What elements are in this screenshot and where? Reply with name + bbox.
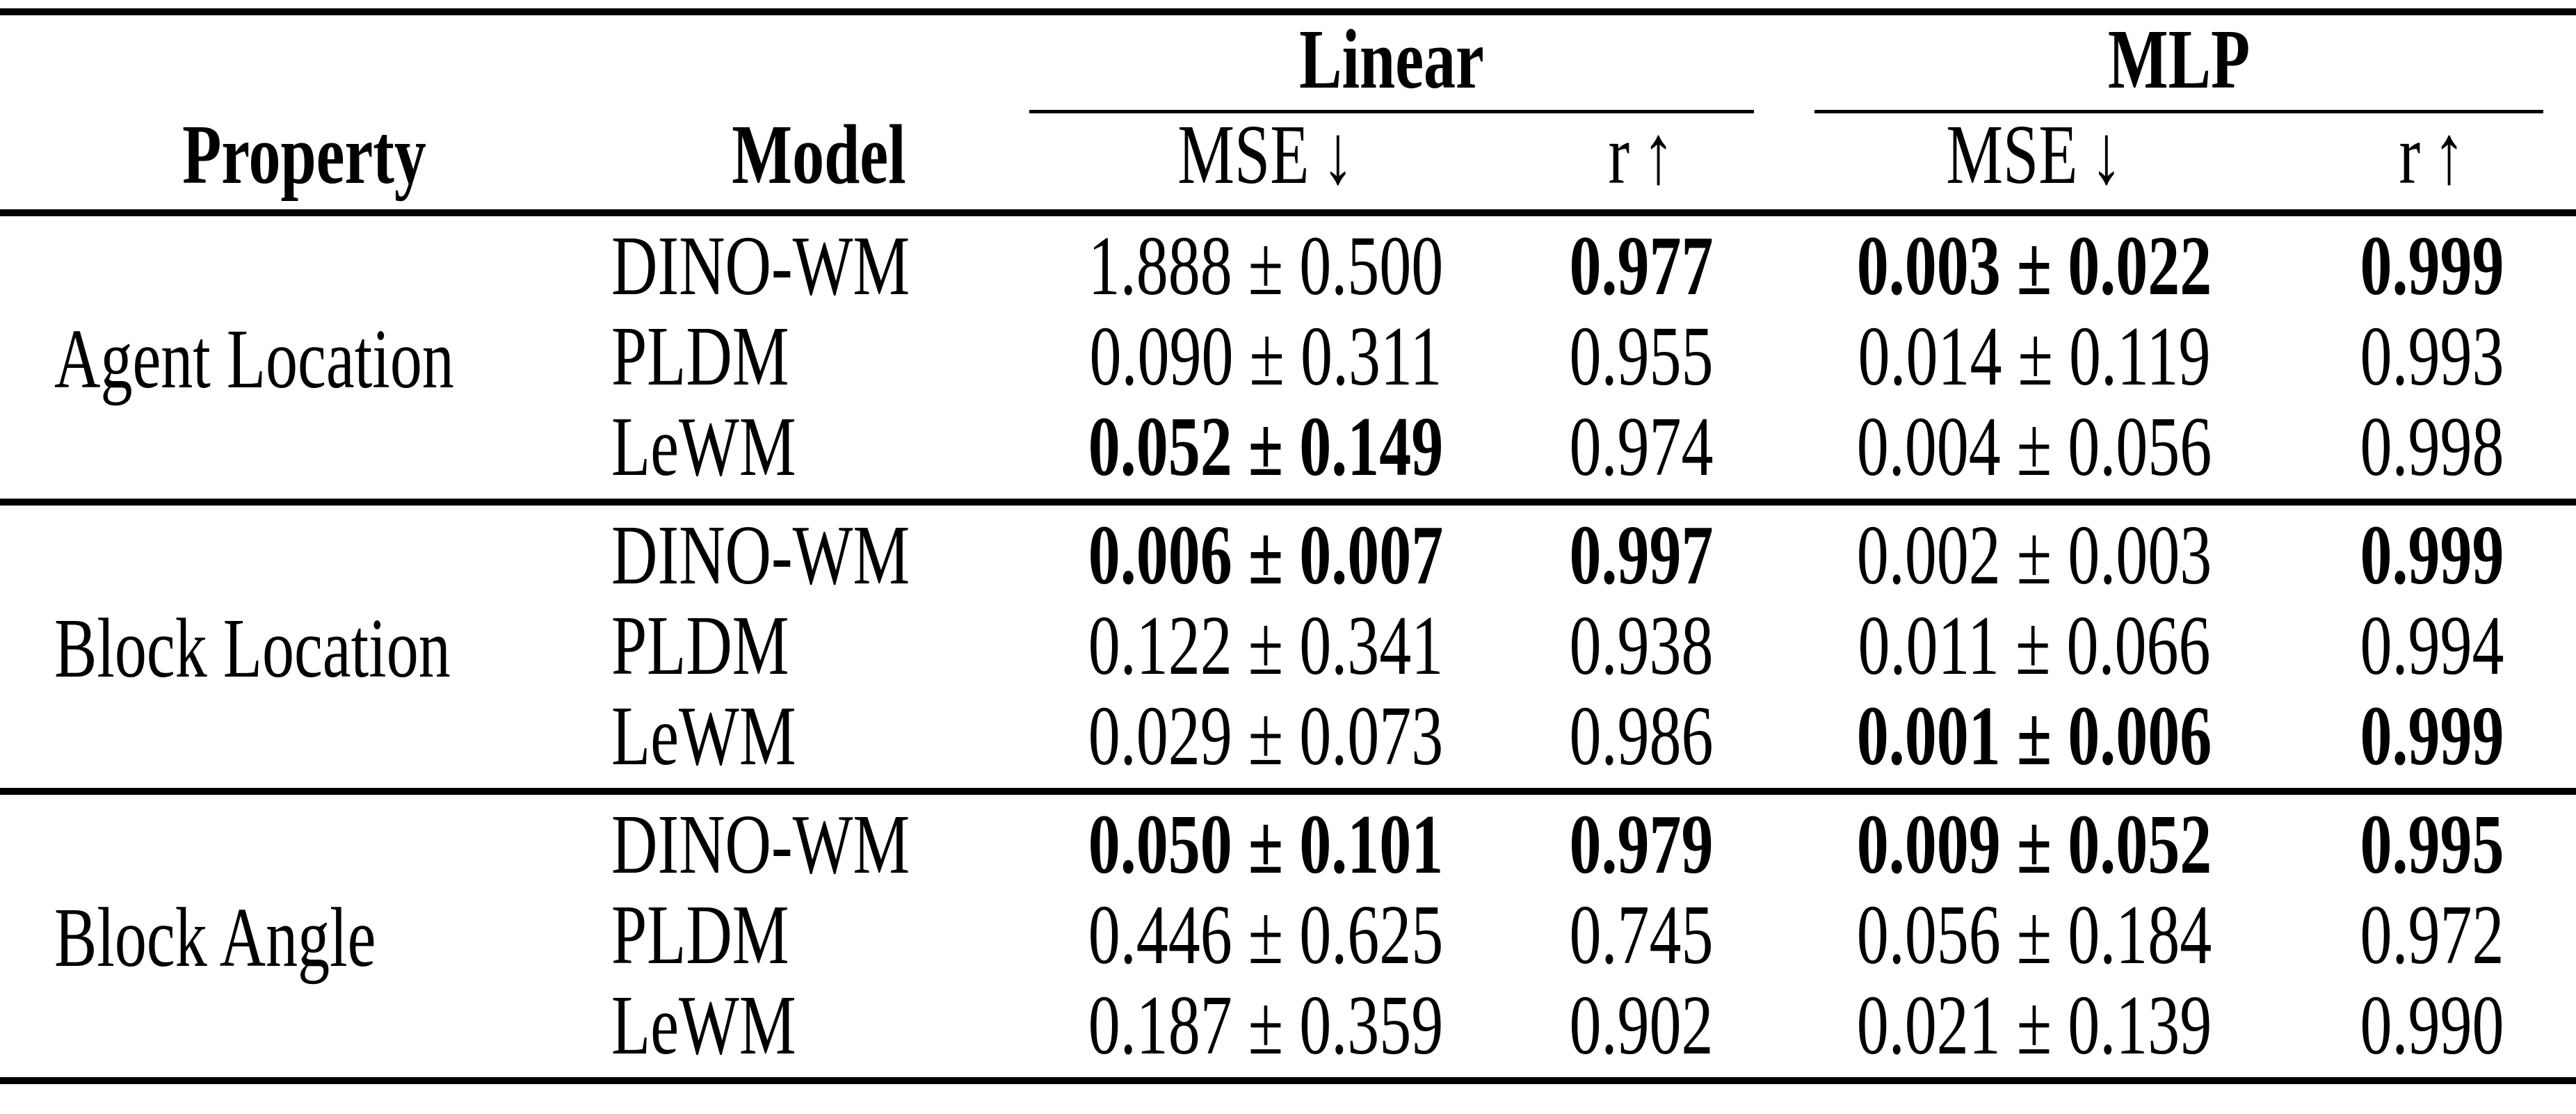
mlp-r-cell: 0.972 [2360, 887, 2504, 982]
property-cell: Block Angle [54, 890, 376, 985]
group-block-angle: Block Angle DINO-WM 0.050 ± 0.101 0.979 … [0, 791, 2576, 1081]
property-cell: Block Location [54, 601, 451, 695]
column-header-row: Property Model MSE ↓ r ↑ MSE ↓ r ↑ [0, 108, 2576, 216]
linear-group-label: Linear [1299, 12, 1484, 106]
mlp-mse-header: MSE ↓ [1780, 108, 2289, 216]
linear-r-cell: 0.979 [1569, 797, 1714, 891]
mlp-group-label: MLP [2107, 12, 2251, 106]
linear-mse-cell: 0.050 ± 0.101 [1088, 797, 1444, 891]
property-cell: Agent Location [54, 312, 454, 406]
up-arrow-icon: ↑ [2433, 107, 2465, 202]
model-cell: DINO-WM [611, 508, 910, 602]
mlp-group-rule: MLP [1814, 13, 2544, 113]
linear-r-cell: 0.986 [1569, 688, 1714, 783]
property-header-spacer [0, 12, 609, 113]
mse-label: MSE [1946, 107, 2078, 202]
results-table: Linear MLP Property Model MSE ↓ r ↑ MSE ↓ r… [0, 8, 2576, 1084]
model-cell: LeWM [611, 688, 796, 783]
linear-mse-cell: 1.888 ± 0.500 [1088, 218, 1444, 313]
linear-r-cell: 0.974 [1569, 399, 1714, 494]
table-row: LeWM 0.187 ± 0.359 0.902 0.021 ± 0.139 0… [0, 978, 2576, 1081]
mlp-mse-cell: 0.014 ± 0.119 [1858, 309, 2211, 403]
mlp-mse-cell: 0.011 ± 0.066 [1858, 598, 2211, 693]
model-cell: LeWM [611, 399, 796, 494]
mlp-mse-cell: 0.004 ± 0.056 [1856, 399, 2212, 494]
mlp-mse-cell: 0.003 ± 0.022 [1856, 218, 2212, 313]
linear-r-cell: 0.902 [1569, 978, 1714, 1072]
model-cell: PLDM [611, 887, 789, 982]
table-row: Block Location DINO-WM 0.006 ± 0.007 0.9… [0, 502, 2576, 695]
linear-r-cell: 0.955 [1569, 309, 1714, 403]
linear-mse-cell: 0.122 ± 0.341 [1088, 598, 1444, 693]
mlp-group-header: MLP [1780, 12, 2576, 113]
table-row: Agent Location DINO-WM 1.888 ± 0.500 0.9… [0, 213, 2576, 406]
linear-mse-cell: 0.090 ± 0.311 [1089, 309, 1442, 403]
mlp-mse-cell: 0.002 ± 0.003 [1856, 508, 2212, 602]
table-row: LeWM 0.052 ± 0.149 0.974 0.004 ± 0.056 0… [0, 399, 2576, 502]
model-header-spacer [609, 12, 1029, 113]
linear-mse-header: MSE ↓ [1029, 108, 1502, 216]
mlp-r-cell: 0.999 [2360, 688, 2504, 783]
group-agent-location: Agent Location DINO-WM 1.888 ± 0.500 0.9… [0, 213, 2576, 502]
model-cell: PLDM [611, 309, 789, 403]
mlp-r-cell: 0.994 [2360, 598, 2504, 693]
linear-mse-cell: 0.029 ± 0.073 [1088, 688, 1444, 783]
mlp-r-cell: 0.995 [2360, 797, 2504, 891]
mlp-mse-cell: 0.009 ± 0.052 [1856, 797, 2212, 891]
group-header-row: Linear MLP [0, 12, 2576, 113]
mlp-r-cell: 0.999 [2360, 508, 2504, 602]
mlp-mse-cell: 0.021 ± 0.139 [1856, 978, 2212, 1072]
model-header: Model [609, 108, 1029, 216]
linear-r-cell: 0.997 [1569, 508, 1714, 602]
linear-r-cell: 0.938 [1569, 598, 1714, 693]
mlp-r-header: r ↑ [2288, 108, 2576, 216]
linear-mse-cell: 0.006 ± 0.007 [1088, 508, 1444, 602]
mse-label: MSE [1177, 107, 1310, 202]
mlp-mse-cell: 0.056 ± 0.184 [1856, 887, 2212, 982]
linear-mse-cell: 0.187 ± 0.359 [1088, 978, 1444, 1072]
linear-r-header: r ↑ [1502, 108, 1781, 216]
group-block-location: Block Location DINO-WM 0.006 ± 0.007 0.9… [0, 502, 2576, 791]
mlp-r-cell: 0.990 [2360, 978, 2504, 1072]
table-row: PLDM 0.090 ± 0.311 0.955 0.014 ± 0.119 0… [0, 309, 2576, 403]
model-cell: LeWM [611, 978, 796, 1072]
mlp-r-cell: 0.998 [2360, 399, 2504, 494]
table-row: Block Angle DINO-WM 0.050 ± 0.101 0.979 … [0, 791, 2576, 985]
mlp-r-cell: 0.993 [2360, 309, 2504, 403]
r-label: r [1608, 107, 1630, 202]
linear-mse-cell: 0.446 ± 0.625 [1088, 887, 1444, 982]
model-cell: PLDM [611, 598, 789, 693]
up-arrow-icon: ↑ [1642, 107, 1675, 202]
down-arrow-icon: ↓ [1321, 107, 1354, 202]
linear-mse-cell: 0.052 ± 0.149 [1088, 399, 1444, 494]
table-row: PLDM 0.446 ± 0.625 0.745 0.056 ± 0.184 0… [0, 887, 2576, 982]
model-cell: DINO-WM [611, 218, 910, 313]
r-label: r [2399, 107, 2421, 202]
linear-r-cell: 0.977 [1569, 218, 1714, 313]
down-arrow-icon: ↓ [2090, 107, 2123, 202]
linear-group-header: Linear [1029, 12, 1780, 113]
table-row: LeWM 0.029 ± 0.073 0.986 0.001 ± 0.006 0… [0, 688, 2576, 791]
linear-r-cell: 0.745 [1569, 887, 1714, 982]
model-cell: DINO-WM [611, 797, 910, 891]
table-row: PLDM 0.122 ± 0.341 0.938 0.011 ± 0.066 0… [0, 598, 2576, 693]
mlp-r-cell: 0.999 [2360, 218, 2504, 313]
mlp-mse-cell: 0.001 ± 0.006 [1856, 688, 2212, 783]
property-header: Property [0, 108, 609, 216]
linear-group-rule: Linear [1029, 13, 1755, 113]
